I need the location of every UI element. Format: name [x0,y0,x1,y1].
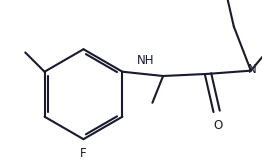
Text: F: F [80,147,87,160]
Text: NH: NH [137,54,155,67]
Text: N: N [248,63,256,76]
Text: O: O [213,119,222,132]
